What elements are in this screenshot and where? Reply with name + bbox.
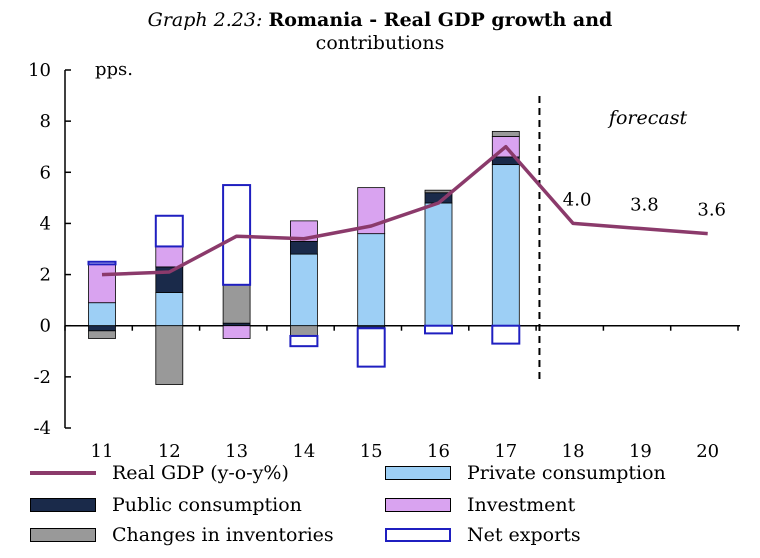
bar-segment	[289, 240, 318, 255]
legend-swatch	[385, 528, 451, 542]
legend-label: Real GDP (y-o-y%)	[112, 462, 289, 484]
x-tick-label: 16	[427, 441, 450, 462]
chart-title-line2: contributions	[315, 32, 445, 54]
bar-segment	[155, 246, 184, 268]
bar-segment	[155, 292, 184, 327]
bar-segment	[424, 324, 453, 335]
gdp-data-label: 3.8	[630, 195, 659, 216]
x-tick-label: 12	[158, 441, 181, 462]
bar-segment	[88, 302, 116, 327]
legend-label: Public consumption	[112, 494, 302, 516]
bar-segment	[356, 327, 386, 368]
chart-title-number: Graph 2.23:	[147, 9, 263, 31]
x-tick-label: 20	[696, 441, 719, 462]
bar-segment	[155, 325, 184, 385]
legend-label: Private consumption	[467, 462, 666, 484]
unit-label: pps.	[95, 59, 133, 80]
y-tick-label: -4	[33, 418, 51, 439]
y-tick-label: 8	[40, 111, 51, 132]
x-tick-label: 11	[91, 441, 114, 462]
legend-label: Net exports	[467, 524, 581, 546]
bar-segment	[491, 324, 521, 345]
bar-segment	[289, 334, 319, 348]
gdp-data-label: 3.6	[697, 200, 726, 221]
bar-segment	[491, 164, 520, 327]
bar-segment	[87, 260, 117, 266]
x-tick-label: 15	[360, 441, 383, 462]
x-tick-label: 14	[292, 441, 315, 462]
legend-swatch	[30, 498, 96, 512]
legend-line-swatch	[30, 471, 96, 475]
legend-swatch	[30, 528, 96, 542]
chart-title: Graph 2.23: Romania - Real GDP growth an…	[0, 8, 760, 32]
y-tick-label: 2	[40, 265, 51, 286]
bar-segment	[424, 202, 453, 327]
bar-segment	[289, 253, 318, 327]
bar-segment	[289, 325, 318, 337]
x-tick-label: 17	[494, 441, 517, 462]
legend-label: Investment	[467, 494, 576, 516]
bar-segment	[491, 130, 520, 137]
bar-segment	[88, 263, 116, 304]
forecast-label: forecast	[607, 107, 688, 129]
y-tick-label: 10	[28, 60, 51, 81]
bar-segment	[222, 284, 251, 324]
y-tick-label: 0	[40, 316, 51, 337]
x-tick-label: 19	[629, 441, 652, 462]
y-tick-label: 4	[40, 213, 51, 234]
real-gdp-line	[101, 144, 708, 277]
bar-segment	[88, 325, 116, 332]
legend-swatch	[385, 498, 451, 512]
bar-segment	[88, 330, 116, 339]
legend-label: Changes in inventories	[112, 524, 334, 546]
bar-segment	[222, 325, 251, 339]
bar-segment	[357, 233, 386, 327]
gdp-data-label: 4.0	[563, 189, 592, 210]
chart-title-text: Romania - Real GDP growth and	[268, 9, 613, 31]
x-tick-label: 13	[225, 441, 248, 462]
bar-segment	[424, 189, 453, 194]
x-tick-label: 18	[562, 441, 585, 462]
y-tick-label: -2	[33, 367, 51, 388]
legend-swatch	[385, 466, 451, 480]
bar-segment	[154, 214, 184, 248]
y-tick-label: 6	[40, 162, 51, 183]
